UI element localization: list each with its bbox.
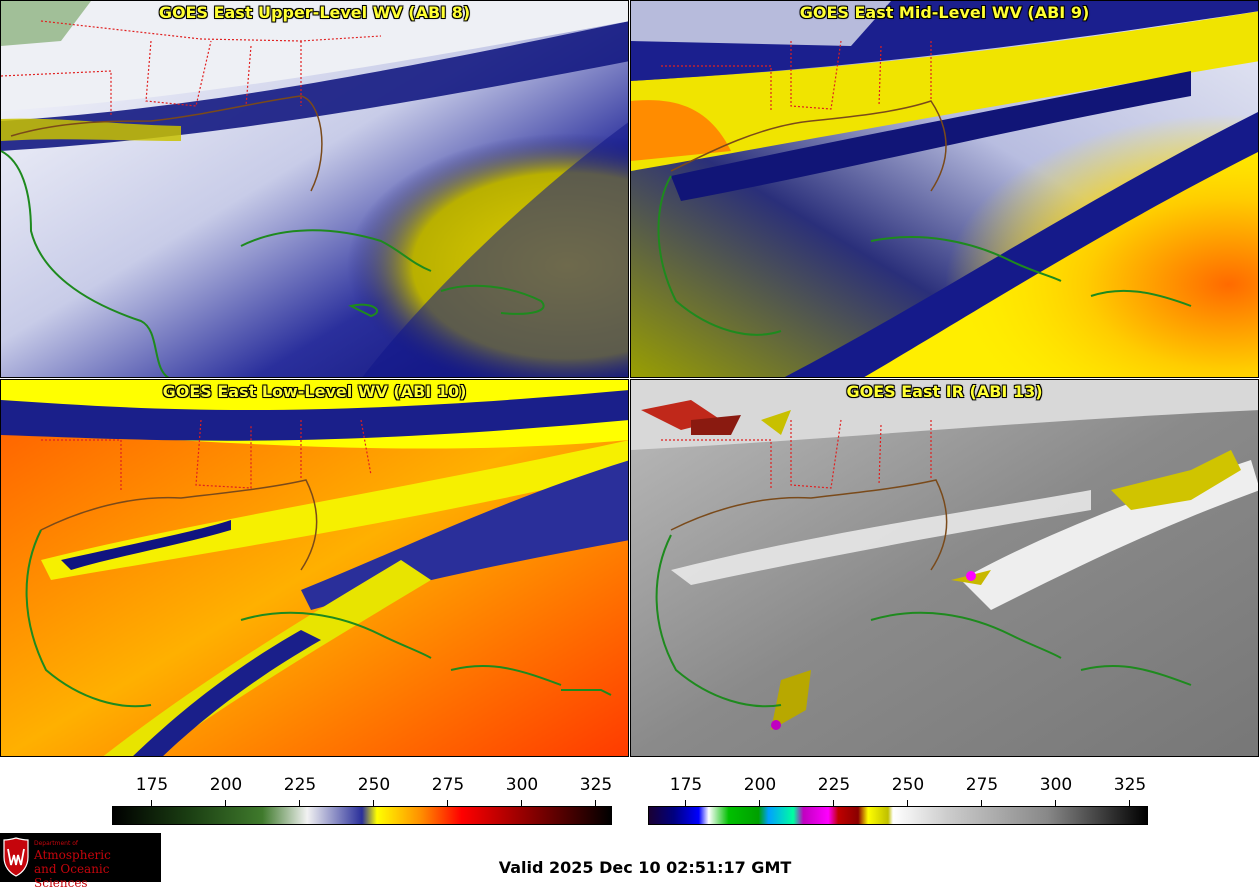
wv-tick-label: 275: [418, 775, 478, 807]
ir-tick-label: 175: [656, 775, 716, 807]
wv-tick-label: 300: [492, 775, 552, 807]
ir-tick-label: 200: [730, 775, 790, 807]
ir-image: [631, 380, 1258, 756]
wv-tick-label: 325: [566, 775, 626, 807]
aos-logo: Department of Atmospheric and Oceanic Sc…: [0, 833, 161, 890]
low-level-wv-image: [1, 380, 628, 756]
panel-title: GOES East Upper-Level WV (ABI 8): [158, 3, 471, 22]
ir-tick-label: 275: [952, 775, 1012, 807]
ir-tick-label: 250: [878, 775, 938, 807]
valid-time: Valid 2025 Dec 10 02:51:17 GMT: [498, 858, 792, 877]
ir-colorbar-ticks: 175 200 225 250 275 300 325: [648, 775, 1148, 807]
panel-title: GOES East IR (ABI 13): [846, 382, 1043, 401]
wv-colorbar-ticks: 175 200 225 250 275 300 325: [112, 775, 612, 807]
wv-colorbar: [112, 806, 612, 825]
logo-department-text: Department of: [34, 840, 78, 847]
low-level-wv-panel: GOES East Low-Level WV (ABI 10): [0, 379, 629, 757]
ir-colorbar: [648, 806, 1148, 825]
panel-title: GOES East Mid-Level WV (ABI 9): [799, 3, 1090, 22]
logo-line1: Atmospheric: [34, 848, 111, 862]
ir-tick-label: 300: [1026, 775, 1086, 807]
ir-panel: GOES East IR (ABI 13): [630, 379, 1259, 757]
wv-tick-label: 200: [196, 775, 256, 807]
mid-level-wv-image: [631, 1, 1258, 377]
ir-tick-label: 325: [1100, 775, 1160, 807]
wv-tick-label: 250: [344, 775, 404, 807]
panel-title: GOES East Low-Level WV (ABI 10): [162, 382, 467, 401]
ir-tick-label: 225: [804, 775, 864, 807]
upper-level-wv-image: [1, 1, 628, 377]
mid-level-wv-panel: GOES East Mid-Level WV (ABI 9): [630, 0, 1259, 378]
uw-shield-icon: [3, 837, 29, 877]
wv-tick-label: 175: [122, 775, 182, 807]
upper-level-wv-panel: GOES East Upper-Level WV (ABI 8): [0, 0, 629, 378]
wv-tick-label: 225: [270, 775, 330, 807]
